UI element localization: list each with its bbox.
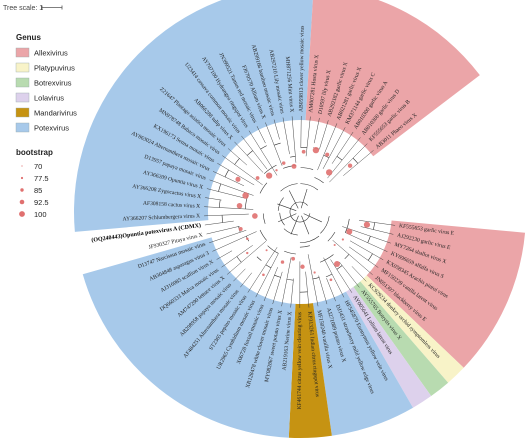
leaf-label: KF461744 citrus yellow vein clearing vir… (297, 312, 303, 409)
bootstrap-legend: bootstrap 70 77.5 85 92.5 100 (16, 148, 53, 219)
allexivirus-tail-sector (305, 0, 480, 157)
bootstrap-legend-value: 85 (34, 186, 42, 195)
genus-swatch (15, 92, 30, 103)
bootstrap-dot (255, 176, 260, 180)
bootstrap-dot (334, 260, 341, 267)
bootstrap-dot (325, 152, 330, 157)
bootstrap-dot (313, 271, 316, 274)
bootstrap-dot (275, 169, 278, 172)
bootstrap-dot (252, 213, 258, 219)
bootstrap-legend-dot (19, 199, 25, 205)
bootstrap-legend-dot (20, 176, 24, 180)
bootstrap-legend-dot (20, 188, 24, 192)
genus-swatch (15, 62, 30, 73)
genus-swatch (15, 122, 30, 133)
bootstrap-legend-dot (21, 165, 23, 167)
leaf-label: AY366207 Schlumbergera virus X (123, 213, 201, 222)
lolavirus-sector (346, 286, 432, 408)
bootstrap-dot (246, 237, 249, 241)
genus-label: Lolavirus (34, 94, 64, 103)
genus-label: Platypuvirus (34, 64, 75, 73)
bootstrap-dot (341, 238, 344, 241)
allexivirus-sector (366, 220, 526, 368)
bootstrap-dot (266, 172, 273, 179)
bootstrap-dot (291, 163, 297, 169)
genus-legend: Genus Allexivirus Platypuvirus Botrexvirus… (15, 33, 77, 133)
bootstrap-dot (238, 227, 243, 232)
bootstrap-dot (363, 221, 371, 228)
tree-scale: Tree scale: 1 (3, 5, 63, 12)
bootstrap-dot (280, 260, 285, 264)
mandarivirus-sector (288, 303, 332, 438)
bootstrap-dot (265, 249, 268, 252)
leaf-label: AF308158 cactus virus X (143, 201, 201, 210)
bootstrap-dot (329, 278, 333, 282)
genus-swatch (15, 47, 30, 58)
potexvirus-b-sector (82, 237, 296, 438)
genus-label: Allexivirus (34, 49, 68, 58)
tree-branches (204, 116, 396, 309)
leaf-label: MH871256 Mint virus X (284, 56, 295, 112)
bootstrap-dot (242, 192, 249, 199)
potexvirus-c-sector (74, 0, 313, 232)
genus-legend-title: Genus (16, 33, 41, 42)
bootstrap-dot (291, 256, 296, 261)
genus-label: Botrexvirus (34, 79, 72, 88)
genus-swatch (15, 77, 30, 88)
bootstrap-dot (235, 176, 241, 182)
botrexvirus-sector (353, 281, 449, 397)
platypuvirus-sector (360, 275, 464, 383)
bootstrap-legend-title: bootstrap (16, 148, 53, 157)
potexvirus-a-sector (312, 291, 413, 436)
bootstrap-legend-value: 92.5 (34, 198, 49, 207)
bootstrap-legend-dot (19, 211, 25, 217)
bootstrap-dot (301, 149, 306, 154)
bootstrap-dot (312, 146, 320, 154)
bootstrap-dots (235, 146, 371, 282)
bootstrap-dot (325, 169, 333, 176)
bootstrap-dot (347, 163, 353, 168)
bootstrap-dot (300, 264, 305, 269)
genus-swatch (15, 107, 30, 118)
bootstrap-dot (346, 228, 353, 235)
leaf-label: AB059813 clover yellow mosaic virus (299, 26, 306, 112)
bootstrap-dot (333, 243, 336, 247)
genus-label: Mandarivirus (34, 109, 77, 118)
tree-scale-label: Tree scale: 1 (3, 5, 43, 12)
bootstrap-dot (262, 273, 265, 277)
bootstrap-legend-value: 70 (34, 162, 42, 171)
genus-label: Potexvirus (34, 124, 69, 133)
bootstrap-dot (236, 202, 243, 209)
bootstrap-legend-value: 100 (34, 210, 47, 219)
bootstrap-legend-value: 77.5 (34, 174, 49, 183)
leaf-label: AB219163 Nerine virus X (282, 311, 294, 371)
bootstrap-dot (281, 161, 286, 165)
bootstrap-dot (246, 251, 249, 255)
clade-sectors (74, 0, 526, 438)
